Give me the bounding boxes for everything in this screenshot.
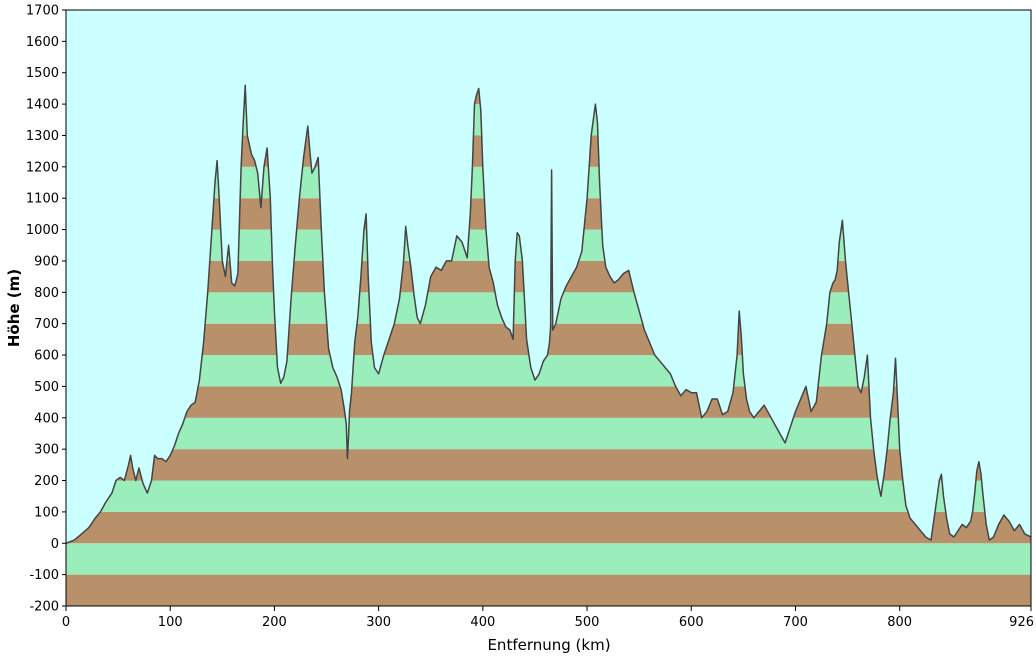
elevation-band bbox=[66, 511, 1031, 544]
elevation-profile-line bbox=[66, 84, 1031, 544]
profile-series bbox=[66, 84, 1031, 544]
y-tick-label: -100 bbox=[29, 568, 59, 583]
elevation-band bbox=[66, 480, 1031, 512]
y-tick-label: 900 bbox=[34, 254, 59, 269]
y-tick-label: 1100 bbox=[26, 192, 59, 207]
y-tick-label: 200 bbox=[34, 474, 59, 489]
x-tick-label: 926 bbox=[1009, 615, 1034, 630]
y-tick-label: -200 bbox=[29, 600, 59, 615]
elevation-band bbox=[66, 417, 1031, 450]
elevation-band bbox=[66, 543, 1031, 575]
elevation-band bbox=[66, 574, 1031, 606]
y-axis: -200 -100 0 100 200 300 400 500 600 700 800 900 1000… bbox=[26, 4, 66, 615]
y-tick-label: 700 bbox=[34, 317, 59, 332]
y-tick-label: 1000 bbox=[26, 223, 59, 238]
y-tick-label: 800 bbox=[34, 286, 59, 301]
elevation-band bbox=[66, 449, 1031, 481]
y-tick-label: 1200 bbox=[26, 160, 59, 175]
x-tick-label: 600 bbox=[679, 615, 704, 630]
x-axis: 0 100 200 300 400 500 600 700 800 926 bbox=[62, 606, 1034, 630]
plot-frame bbox=[65, 9, 1032, 607]
y-tick-label: 1600 bbox=[26, 35, 59, 50]
x-tick-label: 400 bbox=[470, 615, 495, 630]
y-tick-label: 1300 bbox=[26, 129, 59, 144]
x-tick-label: 300 bbox=[366, 615, 391, 630]
x-tick-label: 700 bbox=[783, 615, 808, 630]
y-tick-label: 0 bbox=[51, 537, 59, 552]
y-tick-label: 1500 bbox=[26, 66, 59, 81]
y-tick-label: 1700 bbox=[26, 4, 59, 19]
x-tick-label: 200 bbox=[262, 615, 287, 630]
y-tick-label: 300 bbox=[34, 443, 59, 458]
y-tick-label: 500 bbox=[34, 380, 59, 395]
sky-area bbox=[66, 10, 1031, 544]
x-axis-title: Entfernung (km) bbox=[487, 636, 610, 654]
x-tick-label: 500 bbox=[575, 615, 600, 630]
x-tick-label: 100 bbox=[158, 615, 183, 630]
x-tick-label: 800 bbox=[887, 615, 912, 630]
y-tick-label: 1400 bbox=[26, 98, 59, 113]
y-axis-title: Höhe (m) bbox=[5, 269, 23, 347]
plot-border bbox=[65, 9, 1032, 607]
y-tick-label: 600 bbox=[34, 349, 59, 364]
sky-fill bbox=[66, 10, 1031, 544]
y-tick-label: 400 bbox=[34, 411, 59, 426]
x-tick-label: 0 bbox=[62, 615, 70, 630]
y-tick-label: 100 bbox=[34, 505, 59, 520]
